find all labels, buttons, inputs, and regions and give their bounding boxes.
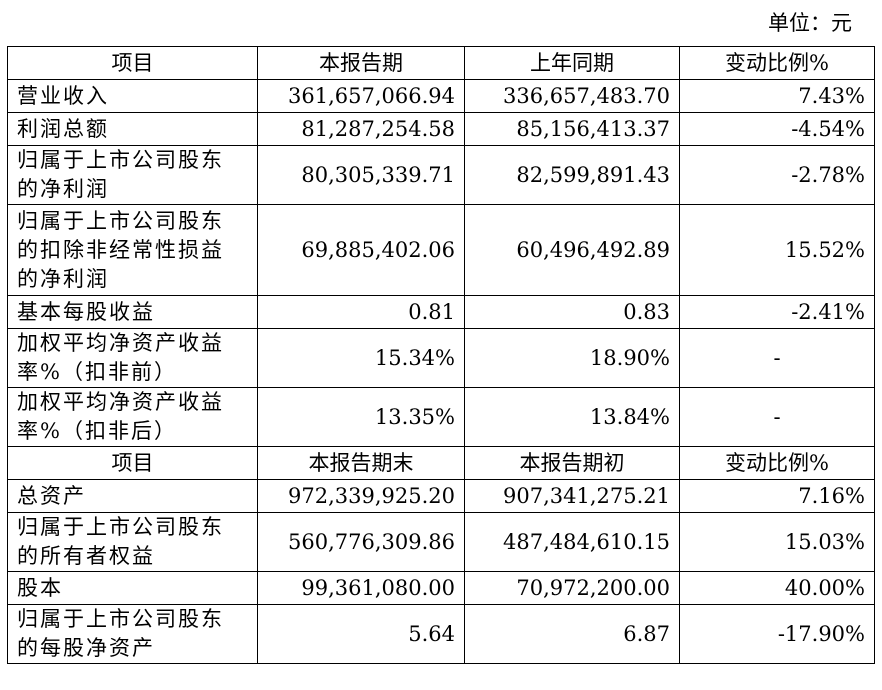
change-value: 7.16% (679, 479, 875, 513)
current-value: 81,287,254.58 (257, 112, 465, 146)
prior-value: 60,496,492.89 (464, 204, 680, 296)
table-row: 归属于上市公司股东 的扣除非经常性损益 的净利润 69,885,402.06 6… (7, 204, 875, 296)
prior-value: 336,657,483.70 (464, 79, 680, 113)
current-value: 13.35% (257, 387, 465, 447)
unit-label: 单位：元 (768, 11, 852, 35)
change-value: 15.03% (679, 512, 875, 572)
prior-value: 18.90% (464, 328, 680, 388)
change-value: - (679, 387, 875, 447)
row-label: 加权平均净资产收益 率%（扣非前） (7, 328, 258, 388)
header-change-ratio: 变动比例% (679, 446, 875, 480)
prior-value: 6.87 (464, 604, 680, 664)
header-change-ratio: 变动比例% (679, 46, 875, 80)
row-label: 总资产 (7, 479, 258, 513)
row-label: 营业收入 (7, 79, 258, 113)
change-value: -2.78% (679, 145, 875, 205)
header-prior-period: 上年同期 (464, 46, 680, 80)
row-label: 利润总额 (7, 112, 258, 146)
row-label: 归属于上市公司股东 的每股净资产 (7, 604, 258, 664)
prior-value: 82,599,891.43 (464, 145, 680, 205)
header-item: 项目 (7, 46, 258, 80)
change-value: 15.52% (679, 204, 875, 296)
table-row: 加权平均净资产收益 率%（扣非后） 13.35% 13.84% - (7, 387, 875, 447)
table-row: 加权平均净资产收益 率%（扣非前） 15.34% 18.90% - (7, 328, 875, 388)
row-label: 股本 (7, 571, 258, 605)
current-value: 80,305,339.71 (257, 145, 465, 205)
table-row: 股本 99,361,080.00 70,972,200.00 40.00% (7, 571, 875, 605)
change-value: 7.43% (679, 79, 875, 113)
header-current-period: 本报告期 (257, 46, 465, 80)
header-row-balance: 项目 本报告期末 本报告期初 变动比例% (7, 446, 875, 480)
table-row: 利润总额 81,287,254.58 85,156,413.37 -4.54% (7, 112, 875, 146)
prior-value: 907,341,275.21 (464, 479, 680, 513)
header-period-end: 本报告期末 (257, 446, 465, 480)
table-row: 营业收入 361,657,066.94 336,657,483.70 7.43% (7, 79, 875, 113)
change-value: -2.41% (679, 295, 875, 329)
current-value: 972,339,925.20 (257, 479, 465, 513)
table-row: 归属于上市公司股东 的每股净资产 5.64 6.87 -17.90% (7, 604, 875, 664)
current-value: 15.34% (257, 328, 465, 388)
financial-table: 项目 本报告期 上年同期 变动比例% 营业收入 361,657,066.94 3… (7, 46, 875, 664)
current-value: 0.81 (257, 295, 465, 329)
change-value: -4.54% (679, 112, 875, 146)
current-value: 5.64 (257, 604, 465, 664)
row-label: 归属于上市公司股东 的扣除非经常性损益 的净利润 (7, 204, 258, 296)
change-value: -17.90% (679, 604, 875, 664)
table-row: 基本每股收益 0.81 0.83 -2.41% (7, 295, 875, 329)
row-label: 基本每股收益 (7, 295, 258, 329)
prior-value: 487,484,610.15 (464, 512, 680, 572)
current-value: 69,885,402.06 (257, 204, 465, 296)
table-row: 归属于上市公司股东 的净利润 80,305,339.71 82,599,891.… (7, 145, 875, 205)
header-item: 项目 (7, 446, 258, 480)
table-row: 总资产 972,339,925.20 907,341,275.21 7.16% (7, 479, 875, 513)
prior-value: 70,972,200.00 (464, 571, 680, 605)
prior-value: 85,156,413.37 (464, 112, 680, 146)
row-label: 加权平均净资产收益 率%（扣非后） (7, 387, 258, 447)
current-value: 361,657,066.94 (257, 79, 465, 113)
table-row: 归属于上市公司股东 的所有者权益 560,776,309.86 487,484,… (7, 512, 875, 572)
row-label: 归属于上市公司股东 的净利润 (7, 145, 258, 205)
header-row-period: 项目 本报告期 上年同期 变动比例% (7, 46, 875, 80)
prior-value: 0.83 (464, 295, 680, 329)
change-value: 40.00% (679, 571, 875, 605)
current-value: 99,361,080.00 (257, 571, 465, 605)
current-value: 560,776,309.86 (257, 512, 465, 572)
row-label: 归属于上市公司股东 的所有者权益 (7, 512, 258, 572)
header-period-start: 本报告期初 (464, 446, 680, 480)
prior-value: 13.84% (464, 387, 680, 447)
change-value: - (679, 328, 875, 388)
